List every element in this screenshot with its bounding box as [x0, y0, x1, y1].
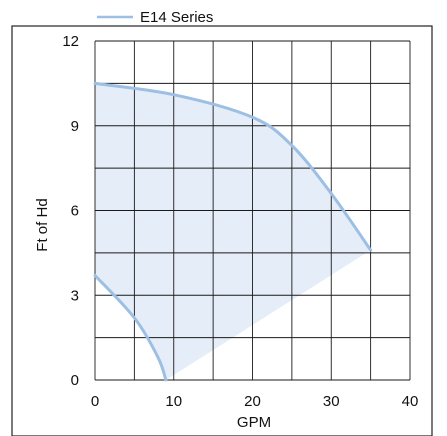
y-axis-label: Ft of Hd: [34, 198, 51, 251]
min-performance-curve: [93, 274, 168, 382]
x-tick-label: 10: [165, 393, 182, 410]
x-tick-label: 40: [402, 393, 419, 410]
chart-frame: [11, 25, 433, 436]
y-tick-label: 12: [62, 33, 79, 50]
legend-label: E14 Series: [140, 9, 213, 26]
max-performance-curve: [93, 81, 373, 252]
x-tick-label: 30: [323, 393, 340, 410]
y-tick-label: 6: [71, 203, 79, 220]
plot-area: 0 10 20 30 40 0 3 6 9 12: [62, 33, 418, 410]
y-tick-label: 0: [71, 372, 79, 389]
y-tick-label: 9: [71, 118, 79, 135]
x-axis-label: GPM: [237, 414, 271, 431]
x-tick-label: 0: [91, 393, 99, 410]
x-tick-label: 20: [244, 393, 261, 410]
operating-region: [95, 83, 371, 381]
y-tick-label: 3: [71, 287, 79, 304]
